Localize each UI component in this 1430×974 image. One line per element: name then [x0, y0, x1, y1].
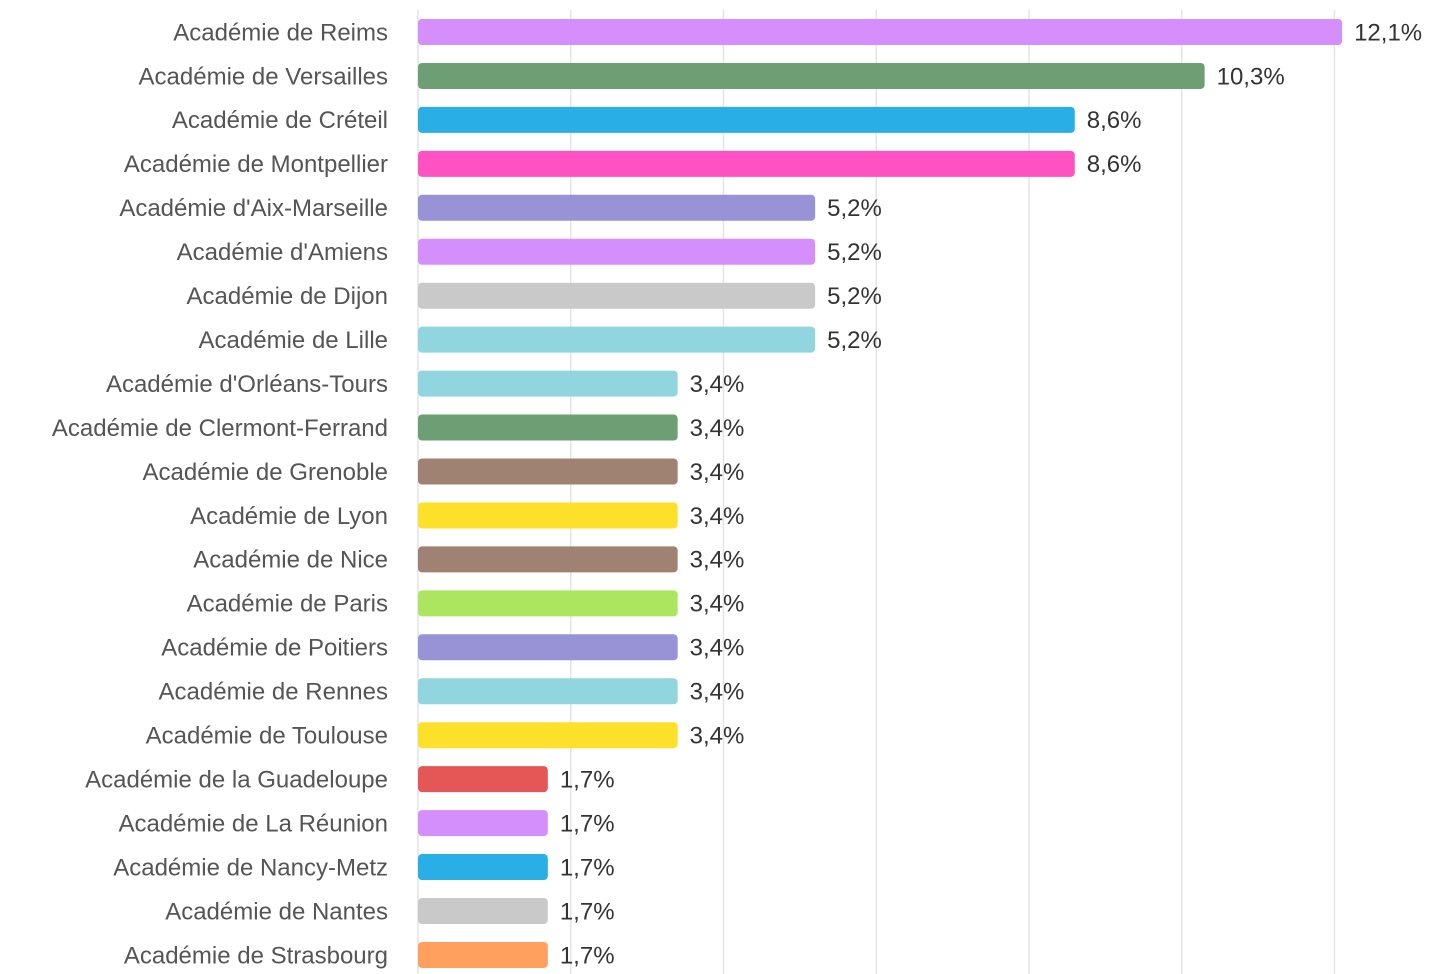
category-label: Académie de Toulouse: [146, 723, 388, 750]
value-label: 3,4%: [690, 547, 745, 574]
category-label: Académie d'Aix-Marseille: [119, 195, 388, 222]
value-label: 8,6%: [1087, 151, 1142, 178]
category-label: Académie de la Guadeloupe: [85, 766, 388, 793]
value-label: 3,4%: [690, 679, 745, 706]
bar: [418, 19, 1343, 45]
bar: [418, 898, 548, 924]
category-label: Académie d'Orléans-Tours: [106, 371, 388, 398]
category-label: Académie de Poitiers: [161, 635, 388, 662]
bar: [418, 854, 548, 881]
value-label: 3,4%: [690, 723, 745, 750]
category-label: Académie de Lille: [199, 327, 388, 354]
bar: [418, 810, 548, 837]
category-label: Académie de Créteil: [172, 107, 388, 134]
category-label: Académie de Nantes: [165, 898, 388, 925]
category-label: Académie d'Amiens: [177, 239, 388, 266]
bar: [418, 370, 678, 397]
value-label: 10,3%: [1217, 63, 1285, 90]
bar: [418, 282, 816, 309]
bar: [418, 766, 548, 793]
value-label: 5,2%: [827, 283, 882, 310]
value-label: 1,7%: [560, 854, 615, 881]
category-label: Académie de Versailles: [139, 63, 388, 90]
value-label: 5,2%: [827, 327, 882, 354]
bar: [418, 941, 548, 968]
bar: [418, 62, 1205, 89]
value-label: 1,7%: [560, 810, 615, 837]
bar: [418, 414, 678, 441]
bar: [418, 678, 678, 705]
category-label: Académie de Nancy-Metz: [113, 854, 388, 881]
category-label: Académie de La Réunion: [118, 810, 388, 837]
category-label: Académie de Paris: [187, 591, 388, 618]
bar: [418, 546, 678, 573]
value-label: 1,7%: [560, 766, 615, 793]
category-label: Académie de Lyon: [190, 503, 388, 530]
bar: [418, 502, 678, 529]
category-label: Académie de Clermont-Ferrand: [52, 415, 388, 442]
bar: [418, 106, 1075, 133]
value-label: 3,4%: [690, 635, 745, 662]
bar: [418, 238, 816, 265]
category-label: Académie de Nice: [193, 547, 388, 574]
value-label: 5,2%: [827, 239, 882, 266]
category-label: Académie de Reims: [173, 19, 388, 46]
bar: [418, 634, 678, 661]
category-label: Académie de Rennes: [159, 679, 388, 706]
value-label: 3,4%: [690, 415, 745, 442]
value-label: 3,4%: [690, 371, 745, 398]
bar: [418, 326, 816, 353]
category-label: Académie de Grenoble: [143, 459, 388, 486]
value-label: 1,7%: [560, 898, 615, 925]
category-label: Académie de Montpellier: [124, 151, 388, 178]
value-label: 8,6%: [1087, 107, 1142, 134]
value-label: 5,2%: [827, 195, 882, 222]
bar: [418, 458, 678, 485]
value-label: 3,4%: [690, 459, 745, 486]
bar: [418, 150, 1075, 177]
category-label: Académie de Dijon: [187, 283, 388, 310]
bar: [418, 590, 678, 617]
bar: [418, 722, 678, 749]
value-label: 3,4%: [690, 591, 745, 618]
value-label: 12,1%: [1354, 19, 1422, 46]
bar: [418, 194, 816, 221]
category-label: Académie de Strasbourg: [124, 942, 388, 969]
value-label: 1,7%: [560, 942, 615, 969]
value-label: 3,4%: [690, 503, 745, 530]
